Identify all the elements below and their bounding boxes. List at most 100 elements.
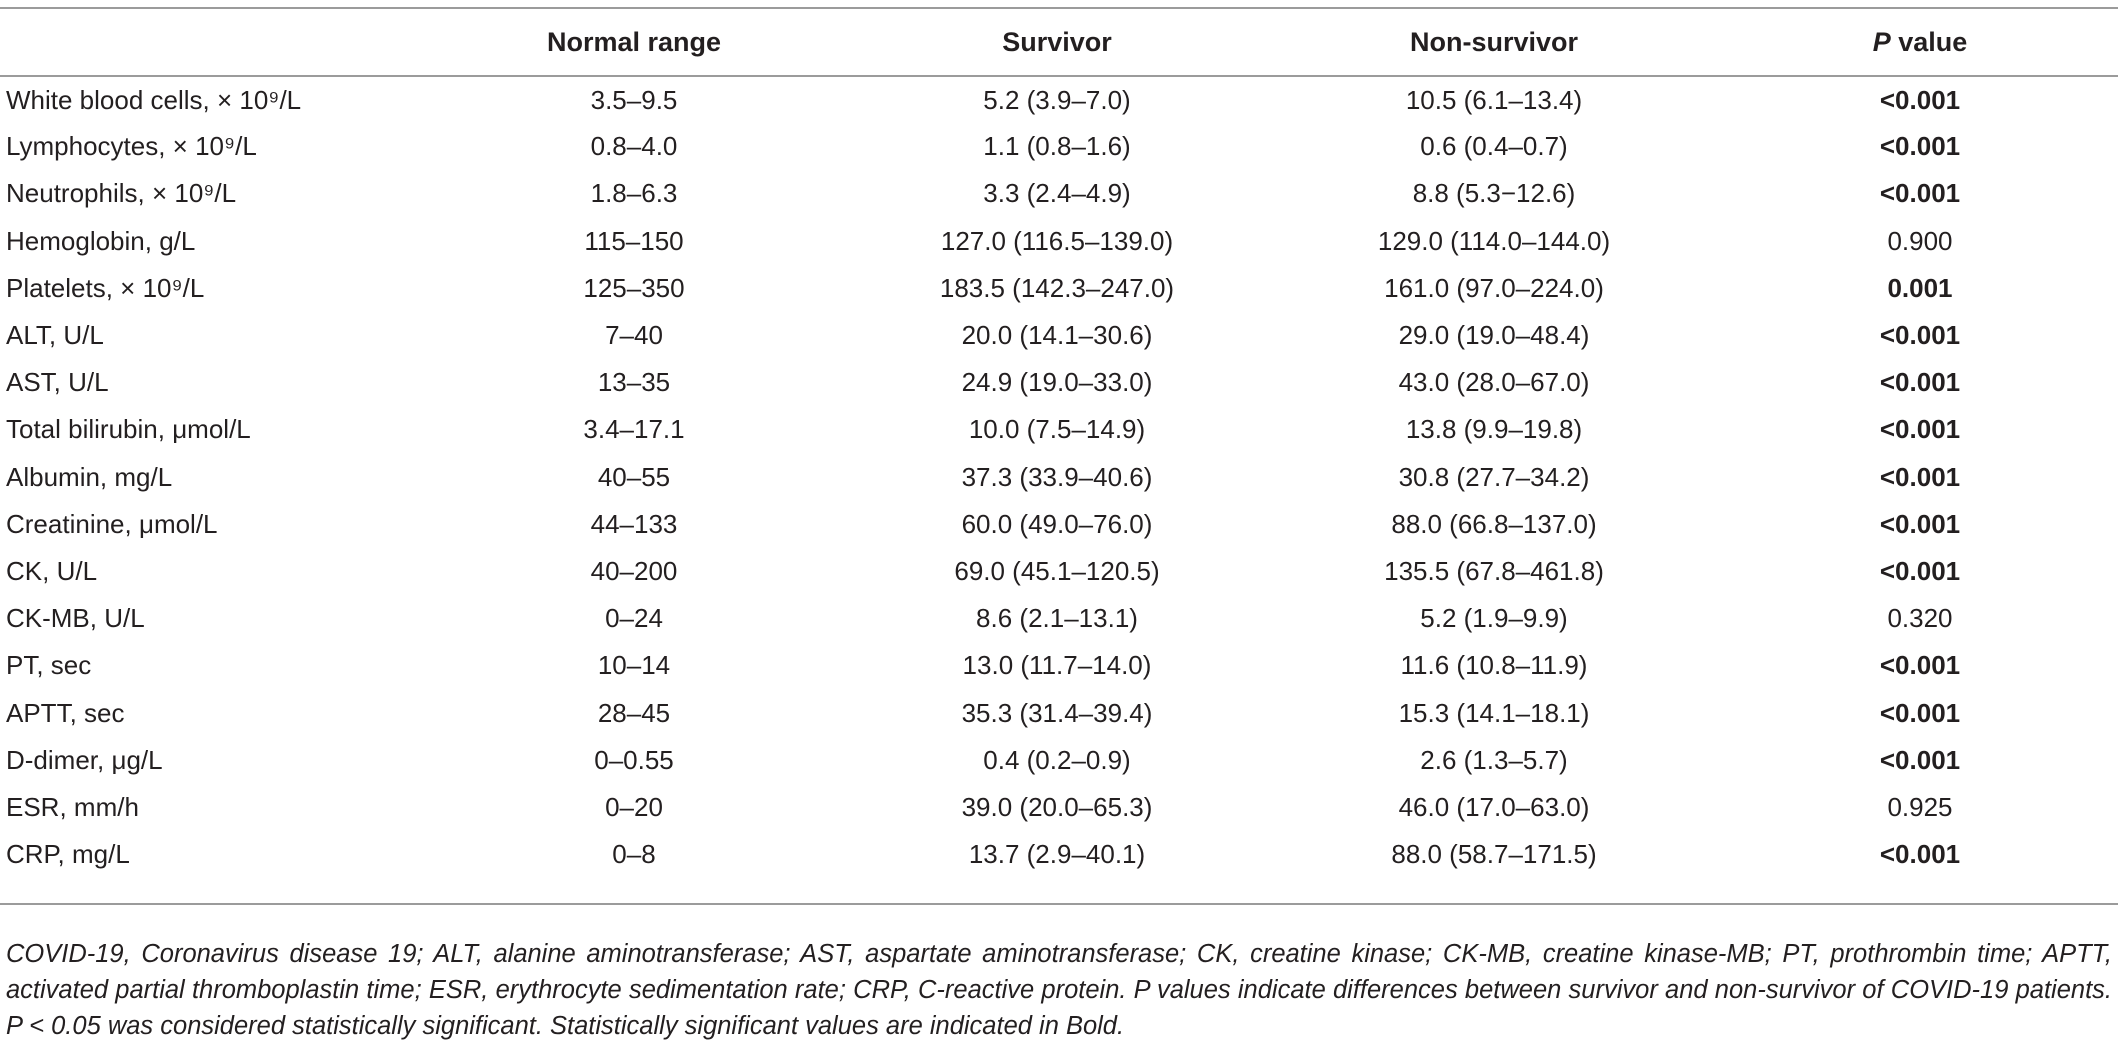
row-label: D-dimer, μg/L: [6, 744, 163, 775]
normal-range-cell: 0–8: [612, 839, 656, 870]
p-value-cell: <0.001: [1879, 461, 1961, 492]
header-survivor: Survivor: [1002, 26, 1112, 57]
table-row: Neutrophils, × 10⁹/L 1.8–6.3 3.3 (2.4–4.9)…: [0, 170, 2118, 217]
non-survivor-cell: 30.8 (27.7–34.2): [1398, 461, 1590, 492]
row-label: CK-MB, U/L: [6, 603, 145, 634]
p-value-cell: <0.001: [1879, 555, 1961, 586]
header-parameter: [0, 8, 420, 76]
table-row: AST, U/L 13–35 24.9 (19.0–33.0) 43.0 (28.0–…: [0, 359, 2118, 406]
row-label: PT, sec: [6, 650, 92, 681]
non-survivor-cell: 161.0 (97.0–224.0): [1384, 272, 1604, 303]
table-row: Hemoglobin, g/L 115–150 127.0 (116.5–139.0…: [0, 218, 2118, 265]
row-label: ESR, mm/h: [6, 791, 139, 822]
non-survivor-cell: 15.3 (14.1–18.1): [1398, 697, 1590, 728]
table-row: APTT, sec 28–45 35.3 (31.4–39.4) 15.3 (14.1…: [0, 689, 2118, 736]
table-row: CK, U/L 40–200 69.0 (45.1–120.5) 135.5 (67.…: [0, 548, 2118, 595]
lab-results-table: Normal range Survivor Non-survivor P val…: [0, 7, 2118, 878]
survivor-cell: 183.5 (142.3–247.0): [939, 272, 1175, 303]
p-value-cell: 0.001: [1887, 272, 1953, 303]
row-label: ALT, U/L: [6, 320, 104, 351]
non-survivor-cell: 88.0 (58.7–171.5): [1391, 839, 1597, 870]
normal-range-cell: 7–40: [605, 320, 663, 351]
non-survivor-cell: 129.0 (114.0–144.0): [1377, 225, 1611, 256]
survivor-cell: 24.9 (19.0–33.0): [961, 367, 1153, 398]
survivor-cell: 127.0 (116.5–139.0): [940, 225, 1174, 256]
survivor-cell: 20.0 (14.1–30.6): [961, 320, 1153, 351]
non-survivor-cell: 29.0 (19.0–48.4): [1398, 320, 1590, 351]
header-normal-range: Normal range: [546, 26, 722, 57]
normal-range-cell: 40–55: [597, 461, 671, 492]
p-value-cell: <0.001: [1879, 178, 1961, 209]
survivor-cell: 1.1 (0.8–1.6): [983, 131, 1131, 162]
non-survivor-cell: 5.2 (1.9–9.9): [1420, 603, 1568, 634]
non-survivor-cell: 11.6 (10.8–11.9): [1400, 650, 1588, 681]
header-p-value: P value: [1722, 8, 2118, 76]
normal-range-cell: 3.4–17.1: [583, 414, 685, 445]
table-row: ESR, mm/h 0–20 39.0 (20.0–65.3) 46.0 (17.0–…: [0, 784, 2118, 831]
p-value-cell: 0.925: [1887, 791, 1953, 822]
non-survivor-cell: 13.8 (9.9–19.8): [1405, 414, 1583, 445]
survivor-cell: 13.7 (2.9–40.1): [968, 839, 1146, 870]
non-survivor-cell: 135.5 (67.8–461.8): [1384, 555, 1604, 586]
table-body: White blood cells, × 10⁹/L 3.5–9.5 5.2 (3.…: [0, 76, 2118, 878]
normal-range-cell: 125–350: [583, 272, 685, 303]
p-value-cell: <0.001: [1879, 320, 1961, 351]
table-row: White blood cells, × 10⁹/L 3.5–9.5 5.2 (3.…: [0, 76, 2118, 123]
p-value-cell: 0.320: [1887, 603, 1953, 634]
survivor-cell: 69.0 (45.1–120.5): [954, 555, 1160, 586]
p-value-cell: 0.900: [1887, 225, 1953, 256]
survivor-cell: 39.0 (20.0–65.3): [961, 791, 1153, 822]
non-survivor-cell: 46.0 (17.0–63.0): [1398, 791, 1590, 822]
non-survivor-cell: 10.5 (6.1–13.4): [1405, 84, 1583, 115]
normal-range-cell: 44–133: [590, 508, 678, 539]
header-p-suffix: value: [1890, 26, 1968, 57]
table-row: Albumin, mg/L 40–55 37.3 (33.9–40.6) 30.8 (…: [0, 454, 2118, 501]
table-row: ALT, U/L 7–40 20.0 (14.1–30.6) 29.0 (19.0–4…: [0, 312, 2118, 359]
row-label: Platelets, × 10⁹/L: [6, 272, 205, 303]
survivor-cell: 60.0 (49.0–76.0): [961, 508, 1153, 539]
non-survivor-cell: 43.0 (28.0–67.0): [1398, 367, 1590, 398]
normal-range-cell: 0–24: [605, 603, 663, 634]
row-label: Creatinine, μmol/L: [6, 508, 218, 539]
normal-range-cell: 0–0.55: [594, 744, 674, 775]
normal-range-cell: 10–14: [597, 650, 671, 681]
table-row: CRP, mg/L 0–8 13.7 (2.9–40.1) 88.0 (58.7–17…: [0, 831, 2118, 878]
survivor-cell: 0.4 (0.2–0.9): [983, 744, 1131, 775]
p-value-cell: <0.001: [1879, 84, 1961, 115]
normal-range-cell: 1.8–6.3: [590, 178, 678, 209]
row-label: CRP, mg/L: [6, 839, 130, 870]
table-row: Creatinine, μmol/L 44–133 60.0 (49.0–76.0)…: [0, 501, 2118, 548]
survivor-cell: 10.0 (7.5–14.9): [968, 414, 1146, 445]
row-label: White blood cells, × 10⁹/L: [6, 84, 302, 115]
p-value-cell: <0.001: [1879, 697, 1961, 728]
p-value-cell: <0.001: [1879, 414, 1961, 445]
row-label: Lymphocytes, × 10⁹/L: [6, 131, 257, 162]
survivor-cell: 5.2 (3.9–7.0): [983, 84, 1131, 115]
survivor-cell: 13.0 (11.7–14.0): [962, 650, 1152, 681]
p-value-cell: <0.001: [1879, 131, 1961, 162]
row-label: AST, U/L: [6, 367, 109, 398]
normal-range-cell: 13–35: [597, 367, 671, 398]
normal-range-cell: 0–20: [605, 791, 663, 822]
table-footnote: COVID-19, Coronavirus disease 19; ALT, a…: [6, 939, 2112, 1040]
table-row: CK-MB, U/L 0–24 8.6 (2.1–13.1) 5.2 (1.9–9.9…: [0, 595, 2118, 642]
row-label: Albumin, mg/L: [6, 461, 173, 492]
table-row: PT, sec 10–14 13.0 (11.7–14.0) 11.6 (10.8–1…: [0, 642, 2118, 689]
p-value-cell: <0.001: [1879, 839, 1961, 870]
normal-range-cell: 115–150: [584, 225, 684, 256]
table-row: Platelets, × 10⁹/L 125–350 183.5 (142.3–24…: [0, 265, 2118, 312]
table-bottom-rule: [0, 903, 2118, 905]
survivor-cell: 3.3 (2.4–4.9): [983, 178, 1131, 209]
header-p-letter: P: [1872, 26, 1891, 57]
normal-range-cell: 28–45: [597, 697, 671, 728]
non-survivor-cell: 2.6 (1.3–5.7): [1420, 744, 1568, 775]
table-row: D-dimer, μg/L 0–0.55 0.4 (0.2–0.9) 2.6 (1.3…: [0, 737, 2118, 784]
survivor-cell: 37.3 (33.9–40.6): [961, 461, 1153, 492]
row-label: Total bilirubin, μmol/L: [6, 414, 251, 445]
header-row: Normal range Survivor Non-survivor P val…: [0, 8, 2118, 76]
table-header: Normal range Survivor Non-survivor P val…: [0, 8, 2118, 76]
non-survivor-cell: 8.8 (5.3−12.6): [1412, 178, 1576, 209]
non-survivor-cell: 88.0 (66.8–137.0): [1391, 508, 1597, 539]
p-value-cell: <0.001: [1879, 650, 1961, 681]
